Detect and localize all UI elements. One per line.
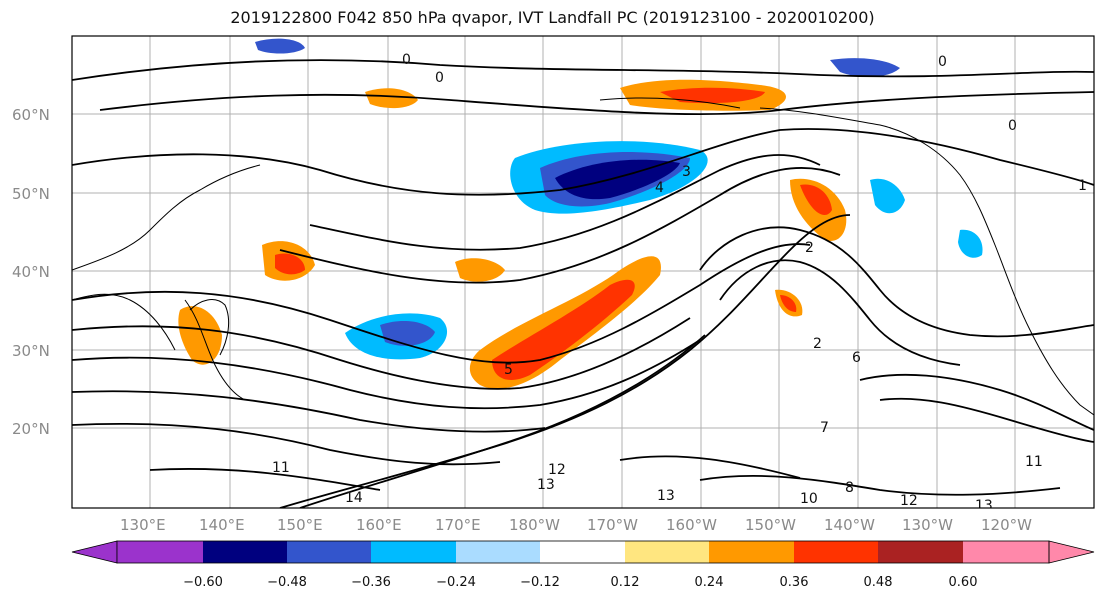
colorbar-extend-max [1048, 540, 1095, 564]
anomaly-positive-sw [365, 88, 418, 109]
anomaly-negative-band-core [555, 159, 680, 200]
colorbar-tick-label: −0.24 [436, 575, 476, 590]
contour-label-group: 0 0 0 0 3 4 2 2 6 5 11 12 13 13 14 10 12… [272, 52, 1087, 514]
anomaly-negative-north [255, 38, 305, 54]
lat-label-60n: 60°N [12, 106, 50, 124]
colorbar-segment [709, 541, 794, 563]
lon-label: 130°E [120, 516, 166, 534]
colorbar-tick-label: 0.48 [864, 575, 893, 590]
lon-label: 140°W [824, 516, 875, 534]
coast-alaska [599, 97, 741, 109]
lat-label-20n: 20°N [12, 420, 50, 438]
contour-label: 13 [537, 477, 555, 493]
colorbar-segment [963, 541, 1049, 563]
colorbar-tick-label: −0.36 [351, 575, 391, 590]
contour-label: 12 [900, 493, 918, 509]
colorbar-segment [117, 541, 203, 563]
contour-label: 14 [345, 490, 363, 506]
contour-label: 11 [272, 460, 290, 476]
longitude-labels: 130°E 140°E 150°E 160°E 170°E 180°W 170°… [120, 516, 1032, 534]
contour-label: 0 [402, 52, 411, 68]
contour-label: 8 [845, 480, 854, 496]
colorbar-segment [878, 541, 963, 563]
lon-label: 120°W [981, 516, 1032, 534]
coast-japan [189, 299, 230, 356]
contour-label: 11 [1025, 454, 1043, 470]
lon-label: 160°E [356, 516, 402, 534]
lon-label: 180°W [509, 516, 560, 534]
lon-label: 170°W [587, 516, 638, 534]
lon-label: 160°W [666, 516, 717, 534]
lat-label-50n: 50°N [12, 185, 50, 203]
colorbar: −0.60 −0.48 −0.36 −0.24 −0.12 0.12 0.24 … [71, 540, 1095, 590]
colorbar-tick-label: −0.12 [520, 575, 560, 590]
contour-label: 1 [1078, 178, 1087, 194]
colorbar-tick-label: 0.60 [949, 575, 978, 590]
contour-label: 0 [435, 70, 444, 86]
map-frame [71, 35, 1095, 509]
colorbar-tick-label: 0.12 [611, 575, 640, 590]
colorbar-segment [371, 541, 456, 563]
colorbar-segment [625, 541, 709, 563]
colorbar-tick-label: 0.24 [695, 575, 724, 590]
contour-label: 13 [975, 498, 993, 514]
contour-label: 0 [1008, 118, 1017, 134]
colorbar-segment [540, 541, 625, 563]
map-background [72, 36, 1094, 508]
colorbar-tick-label: −0.60 [183, 575, 223, 590]
colorbar-segment [456, 541, 540, 563]
anomaly-negative-north-2 [830, 58, 900, 77]
coastlines [72, 97, 1094, 416]
lon-label: 150°E [277, 516, 323, 534]
colorbar-tick-label: 0.36 [780, 575, 809, 590]
anomaly-positive-w [455, 258, 505, 282]
contour-label: 2 [813, 336, 822, 352]
colorbar-frame [116, 540, 1050, 564]
contour-label: 12 [548, 462, 566, 478]
latitude-labels: 60°N 50°N 40°N 30°N 20°N [12, 106, 50, 438]
colorbar-extend-min [71, 540, 118, 564]
colorbar-segment [287, 541, 371, 563]
coast-north-america [759, 107, 1094, 416]
contour-label: 4 [655, 180, 664, 196]
anomaly-positive-hawaii-core [780, 295, 797, 312]
anomaly-positive-ne-core [800, 184, 832, 216]
contour-label: 6 [852, 350, 861, 366]
contour-label: 5 [504, 362, 513, 378]
anomaly-positive-japan [178, 306, 222, 365]
colorbar-segment [203, 541, 287, 563]
map-title: 2019122800 F042 850 hPa qvapor, IVT Land… [230, 8, 875, 27]
contour-label: 0 [938, 54, 947, 70]
colorbar-tick-label: −0.48 [267, 575, 307, 590]
contour-label: 10 [800, 491, 818, 507]
anomaly-positive-river-core [492, 279, 635, 380]
anomaly-negative-coast-2 [958, 229, 983, 258]
lat-label-40n: 40°N [12, 263, 50, 281]
contour-label: 13 [657, 488, 675, 504]
contour-label: 3 [682, 164, 691, 180]
anomaly-negative-central-mid [380, 320, 435, 346]
contour-label: 2 [805, 240, 814, 256]
contour-lines [72, 59, 1094, 508]
coast-asia [72, 164, 261, 401]
lon-label: 150°W [745, 516, 796, 534]
lon-label: 130°W [902, 516, 953, 534]
lat-label-30n: 30°N [12, 342, 50, 360]
filled-anomalies [178, 38, 983, 389]
anomaly-negative-coast [870, 178, 905, 214]
anomaly-positive-north-core [660, 87, 765, 104]
colorbar-segment [794, 541, 878, 563]
lon-label: 170°E [435, 516, 481, 534]
lon-label: 140°E [199, 516, 245, 534]
contour-label: 7 [820, 420, 829, 436]
anomaly-positive-japan-2-core [275, 253, 305, 275]
